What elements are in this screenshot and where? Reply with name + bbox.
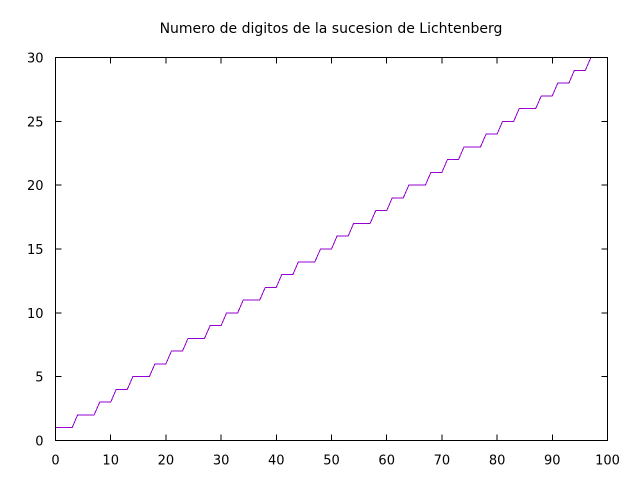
x-tick-label: 0 — [51, 454, 59, 469]
x-tick-label: 80 — [489, 454, 506, 469]
series-line — [55, 57, 592, 429]
series-layer — [55, 57, 592, 429]
x-tick-label: 100 — [595, 454, 620, 469]
x-tick-label: 60 — [378, 454, 395, 469]
y-tick-label: 10 — [27, 307, 44, 322]
y-tick-label: 15 — [27, 243, 44, 258]
x-tick-label: 20 — [158, 454, 175, 469]
y-tick-label: 0 — [35, 435, 43, 450]
plot-frame — [55, 57, 608, 441]
axis-ticks: 0 10 20 30 40 50 60 70 80 90 100 0 5 10 15 20 25 30 — [27, 52, 620, 469]
x-tick-label: 10 — [102, 454, 119, 469]
y-tick-label: 25 — [27, 115, 44, 130]
chart-title: Numero de digitos de la sucesion de Lich… — [160, 21, 503, 37]
x-tick-label: 30 — [213, 454, 230, 469]
y-tick-label: 5 — [35, 371, 43, 386]
x-tick-label: 90 — [544, 454, 561, 469]
x-tick-label: 70 — [434, 454, 451, 469]
x-tick-label: 50 — [323, 454, 340, 469]
y-tick-label: 30 — [27, 52, 44, 67]
y-tick-label: 20 — [27, 179, 44, 194]
x-tick-label: 40 — [268, 454, 285, 469]
